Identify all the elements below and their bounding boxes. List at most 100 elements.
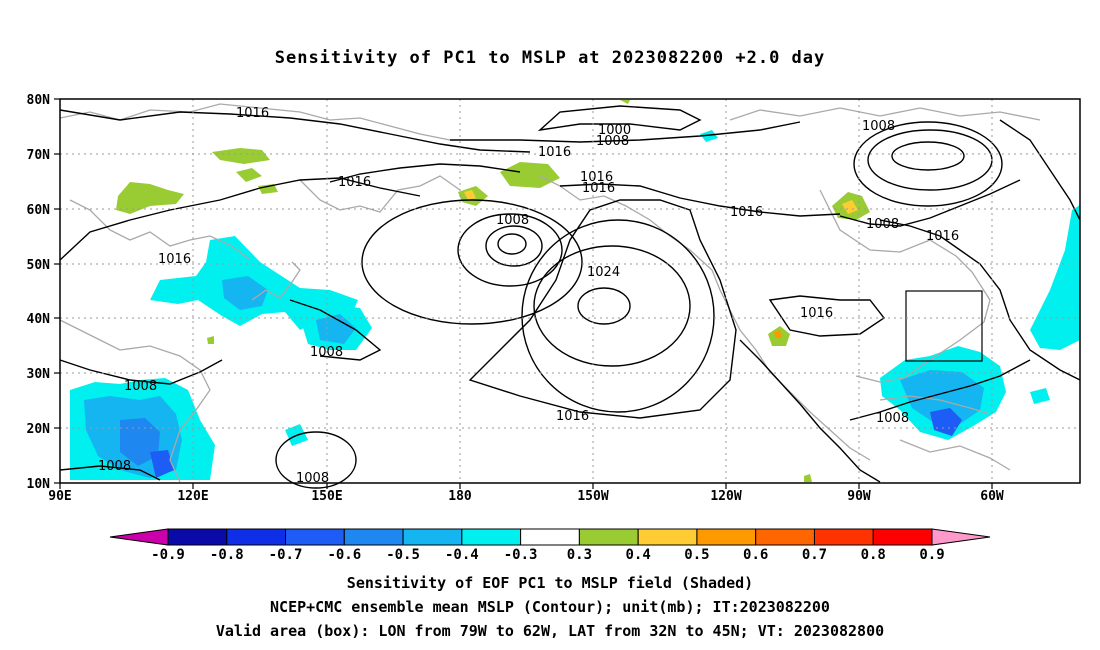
lat-label-70n: 70N <box>27 148 51 163</box>
shade-pos-0.5-mexico <box>774 330 782 338</box>
lat-label-20n: 20N <box>27 422 51 437</box>
lon-label-120e: 120E <box>177 489 208 504</box>
colorbar-cell <box>637 528 698 546</box>
colorbar-cell <box>578 528 639 546</box>
colorbar-tick-label: -0.3 <box>504 547 538 563</box>
contour-label: 1008 <box>862 119 895 134</box>
lon-label-90e: 90E <box>48 489 71 504</box>
lat-label-80n: 80N <box>27 93 51 108</box>
shade-pos-0.4-small4 <box>804 474 812 482</box>
contour-1008-wpac <box>275 431 357 489</box>
colorbar-tick-label: 0.6 <box>743 547 768 563</box>
contour-label: 1008 <box>876 411 909 426</box>
lon-label-60w: 60W <box>980 489 1004 504</box>
colorbar-tick-label: -0.7 <box>269 547 303 563</box>
colorbar-cell <box>343 528 404 546</box>
coast-caribbean <box>879 395 991 415</box>
coast-china <box>59 319 211 483</box>
shade-neg-0.4-small <box>700 130 718 142</box>
colorbar-cell <box>813 528 874 546</box>
shade-pos-0.4-siberia <box>116 182 184 214</box>
lat-label-30n: 30N <box>27 367 51 382</box>
contour-1000-top <box>537 105 702 132</box>
colorbar-tick-label: 0.5 <box>684 547 709 563</box>
mslp-contours <box>59 105 1081 489</box>
colorbar-cell <box>461 528 522 546</box>
caption-line-3: Valid area (box): LON from 79W to 62W, L… <box>215 622 885 640</box>
colorbar-tick-label: 0.9 <box>919 547 944 563</box>
contour-low-bering-1 <box>497 233 527 255</box>
lat-label-50n: 50N <box>27 258 51 273</box>
contour-1008-top <box>450 121 801 143</box>
contour-label: 1024 <box>587 265 620 280</box>
contour-label: 1016 <box>538 145 571 160</box>
contour-label: 1016 <box>236 106 269 121</box>
sensitivity-shading <box>70 100 1080 482</box>
shade-pos-0.5-bering <box>464 190 476 200</box>
shade-pos-0.4-bering <box>500 162 560 188</box>
gridlines <box>60 99 1080 483</box>
shade-neg-0.4-nw <box>1030 205 1080 350</box>
colorbar-cell <box>167 528 228 546</box>
contour-label: 1008 <box>866 217 899 232</box>
shade-pos-0.4-small5 <box>620 100 630 104</box>
colorbar-cell <box>872 528 933 546</box>
shade-neg-0.6-scs <box>120 418 160 466</box>
shade-neg-0.5-japan <box>222 276 268 310</box>
contour-label: 1016 <box>158 252 191 267</box>
shade-pos-0.4-small2 <box>258 184 278 194</box>
colorbar-high-triangle <box>931 528 991 546</box>
shade-neg-0.7-atl <box>930 408 962 436</box>
coast-siberia <box>69 199 251 261</box>
shade-neg-0.4-small2 <box>1030 388 1050 404</box>
shade-pos-0.4-ochotsk <box>212 148 270 164</box>
contour-label: 1008 <box>596 134 629 149</box>
coast-alaska <box>539 175 721 291</box>
colorbar-cell <box>285 528 345 546</box>
coast-canada-arctic <box>729 107 1041 121</box>
contour-high-1024 <box>533 245 691 367</box>
contour-label: 1016 <box>926 229 959 244</box>
contour-low-arctic-1 <box>891 141 965 171</box>
coast-kamchatka <box>299 175 461 213</box>
map-frame <box>59 98 1081 484</box>
colorbar: -0.9 -0.8 -0.7 -0.6 -0.5 -0.4 -0.3 0.3 0.4 0.5 0.6… <box>109 528 991 563</box>
contour-label: 1008 <box>310 345 343 360</box>
colorbar-labels: -0.9 -0.8 -0.7 -0.6 -0.5 -0.4 -0.3 0.3 0.4 0.5 0.6… <box>151 547 945 563</box>
contour-1016-ne <box>999 119 1081 221</box>
coast-japan <box>251 261 301 301</box>
lat-label-10n: 10N <box>27 477 51 492</box>
contour-1016-atl <box>879 219 1081 381</box>
lon-label-180: 180 <box>448 489 472 504</box>
contour-low-bering-3 <box>457 213 563 287</box>
axis-ticks <box>54 98 993 489</box>
colorbar-tick-label: -0.4 <box>445 547 479 563</box>
contour-label: 1016 <box>338 175 371 190</box>
colorbar-cell <box>755 528 815 546</box>
coast-samerica <box>899 439 1011 471</box>
lon-label-90w: 90W <box>847 489 871 504</box>
contour-label: 1008 <box>98 459 131 474</box>
colorbar-tick-label: 0.4 <box>626 547 651 563</box>
contour-low-bering-4 <box>361 199 583 325</box>
lat-labels: 80N 70N 60N 50N 40N 30N 20N 10N <box>27 93 51 492</box>
contour-1016-jp <box>289 299 382 361</box>
lon-label-150e: 150E <box>311 489 342 504</box>
contour-label: 1008 <box>496 213 529 228</box>
contour-label: 1016 <box>800 306 833 321</box>
contour-label: 1016 <box>730 205 763 220</box>
colorbar-cell <box>696 528 757 546</box>
contour-1016-canada <box>559 183 841 217</box>
lon-label-150w: 150W <box>577 489 608 504</box>
coast-hudson <box>819 189 973 273</box>
colorbar-cells <box>167 528 933 546</box>
shade-neg-0.5-npac <box>316 314 356 344</box>
contour-1016-asia <box>59 177 421 261</box>
contour-1008-hudson <box>839 179 1021 227</box>
colorbar-tick-label: 0.7 <box>802 547 827 563</box>
lon-label-120w: 120W <box>710 489 741 504</box>
shade-pos-0.4-small1 <box>236 168 262 182</box>
contour-1008-asia <box>59 359 223 385</box>
contour-high-1020 <box>521 219 715 413</box>
